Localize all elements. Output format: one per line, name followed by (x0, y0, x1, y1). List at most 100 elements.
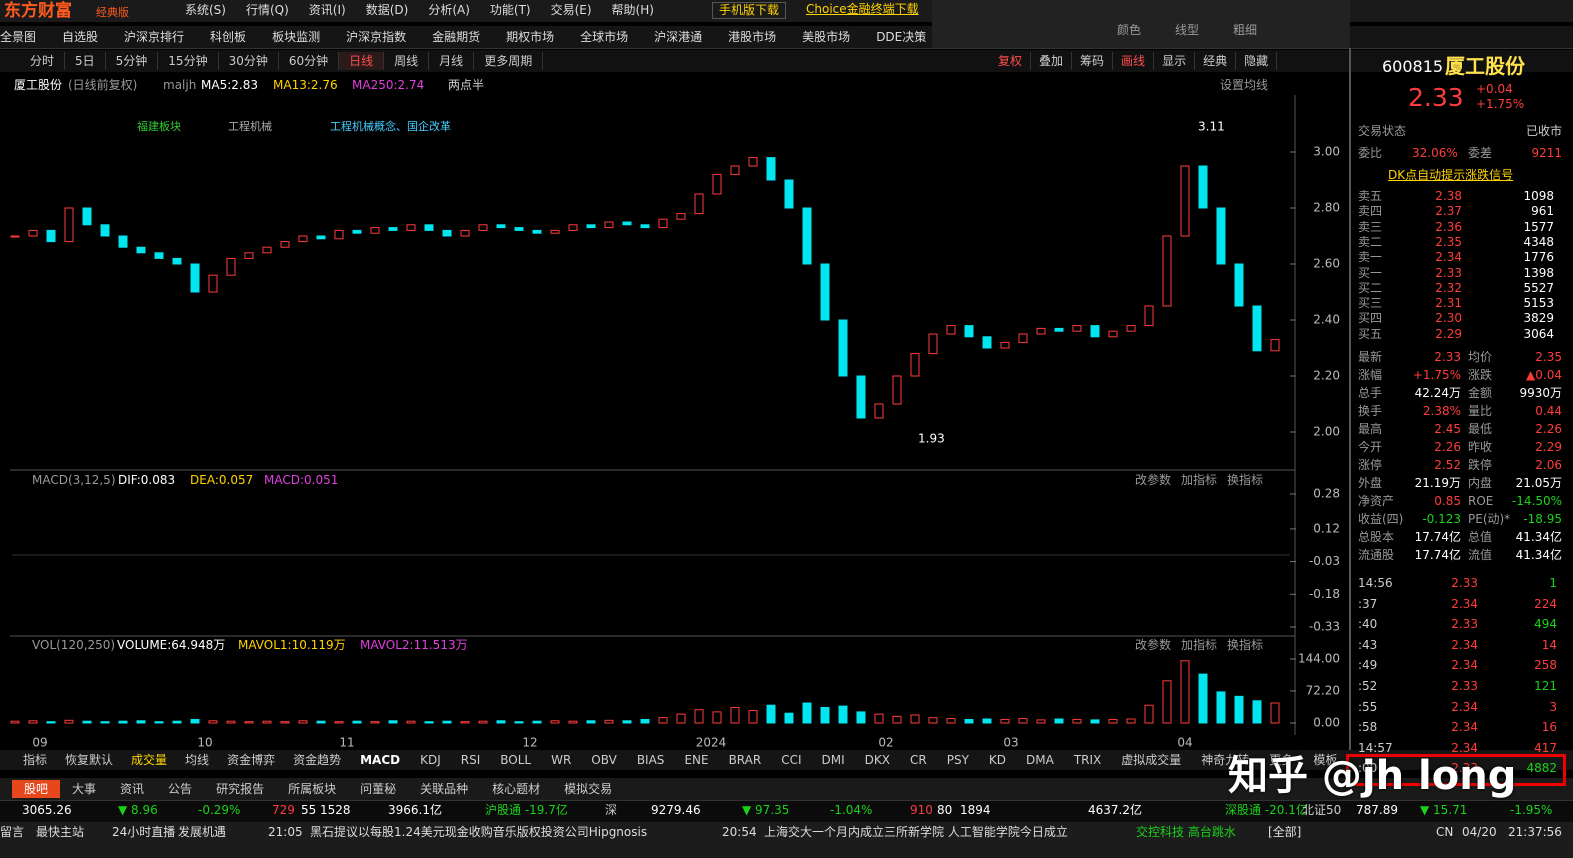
indicator-tab[interactable]: DMI (821, 753, 845, 767)
nav-item[interactable]: 期权市场 (506, 30, 555, 44)
bottom-tab[interactable]: 公告 (168, 782, 193, 796)
bottom-tab[interactable]: 模拟交易 (564, 782, 613, 796)
indicator-tab[interactable]: 更多 (1269, 753, 1294, 767)
indicator-tab[interactable]: CR (910, 753, 927, 767)
menu[interactable]: 交易(E) (550, 3, 592, 17)
bottom-tab[interactable]: 问董秘 (360, 782, 397, 796)
indicator-tab[interactable]: 资金趋势 (293, 753, 342, 767)
panel-button[interactable]: 改参数 (1135, 473, 1172, 487)
indicator-tab[interactable]: RSI (460, 753, 481, 767)
stat-label: PE(动)* (1468, 512, 1511, 526)
panel-button[interactable]: 加指标 (1181, 638, 1218, 652)
nav-item[interactable]: 沪深京指数 (346, 30, 407, 44)
indicator-tab[interactable]: PSY (946, 753, 969, 767)
nav-item[interactable]: 科创板 (210, 30, 247, 44)
nav-item[interactable]: 美股市场 (802, 30, 851, 44)
nav-item[interactable]: DDE决策 (876, 30, 927, 44)
period-tab[interactable]: 60分钟 (279, 52, 340, 70)
volume-bar (712, 711, 722, 724)
nav-item[interactable]: 金融期货 (432, 30, 481, 44)
period-tab[interactable]: 分时 (20, 52, 66, 70)
menu[interactable]: 分析(A) (428, 3, 470, 17)
bottom-tab[interactable]: 关联品种 (420, 782, 469, 796)
period-tab[interactable]: 更多周期 (474, 52, 544, 70)
candle (172, 257, 182, 265)
nav-item[interactable]: 沪深港通 (654, 30, 703, 44)
menu[interactable]: 行情(Q) (245, 3, 289, 17)
indicator-tab[interactable]: WR (551, 753, 572, 767)
nav-item[interactable]: 自选股 (62, 30, 99, 44)
nav-item[interactable]: 板块监测 (272, 30, 321, 44)
nav-item[interactable]: 沪深京排行 (124, 30, 185, 44)
period-tab[interactable]: 月线 (429, 52, 475, 70)
bottom-tab[interactable]: 核心题材 (492, 782, 541, 796)
stat-value: 9930万 (1519, 386, 1562, 400)
menu[interactable]: 资讯(I) (308, 3, 346, 17)
tool-label[interactable]: 线型 (1175, 23, 1200, 37)
panel-button[interactable]: 改参数 (1135, 638, 1172, 652)
indicator-tab[interactable]: DMA (1026, 753, 1054, 767)
volume-bar (820, 706, 830, 724)
indicator-tab[interactable]: OBV (591, 753, 617, 767)
indicator-tab[interactable]: TRIX (1073, 753, 1102, 767)
bottom-tab[interactable]: 股吧 (12, 780, 61, 798)
choice-button[interactable]: Choice金融终端下载 (806, 2, 919, 16)
trade-time: 14:56 (1358, 576, 1393, 590)
trade-time: :43 (1358, 637, 1378, 652)
menu[interactable]: 系统(S) (185, 3, 226, 17)
bottom-tab[interactable]: 资讯 (120, 782, 145, 796)
menu[interactable]: 数据(D) (365, 3, 409, 17)
volume-bar (10, 720, 20, 724)
chart-tool[interactable]: 筹码 (1072, 52, 1114, 70)
stat-value: -0.123 (1422, 512, 1461, 526)
period-tab[interactable]: 5日 (65, 52, 106, 70)
chart-tool[interactable]: 叠加 (1031, 52, 1073, 70)
indicator-tab[interactable]: 神奇九转 (1201, 753, 1250, 767)
tool-label[interactable]: 颜色 (1117, 23, 1142, 37)
tool-label[interactable]: 粗细 (1233, 23, 1258, 37)
bottom-tab[interactable]: 研究报告 (216, 782, 265, 796)
mobile-button[interactable]: 手机版下载 (712, 2, 787, 19)
ma-settings[interactable]: 设置均线 (1220, 78, 1269, 92)
indicator-tab[interactable]: DKX (864, 753, 890, 767)
nav-item[interactable]: 港股市场 (728, 30, 777, 44)
bottom-tab[interactable]: 所属板块 (288, 782, 337, 796)
indicator-tab[interactable]: 模板 (1313, 753, 1338, 767)
indicator-tab[interactable]: KD (988, 753, 1007, 767)
indicator-tab[interactable]: 恢复默认 (65, 753, 114, 767)
period-tab[interactable]: 5分钟 (106, 52, 159, 70)
indicator-tab[interactable]: BIAS (636, 753, 665, 767)
candle (442, 229, 452, 237)
chart-tool[interactable]: 画线 (1113, 52, 1155, 70)
chart-tool[interactable]: 隐藏 (1236, 52, 1278, 70)
menu[interactable]: 功能(T) (489, 3, 531, 17)
indicator-tab[interactable]: KDJ (420, 753, 441, 767)
panel-button[interactable]: 加指标 (1181, 473, 1218, 487)
period-tab[interactable]: 30分钟 (219, 52, 279, 70)
book-price: 2.38 (1435, 189, 1462, 203)
period-tab[interactable]: 周线 (384, 52, 430, 70)
chart-tool[interactable]: 复权 (990, 52, 1032, 70)
indicator-tab[interactable]: 成交量 (131, 753, 168, 767)
indicator-tab[interactable]: ENE (684, 753, 709, 767)
panel-button[interactable]: 换指标 (1227, 638, 1264, 652)
indicator-tab[interactable]: 资金博弈 (227, 753, 276, 767)
nav-item[interactable]: 全景图 (0, 30, 37, 44)
nav-item[interactable]: 全球市场 (580, 30, 629, 44)
indicator-tab[interactable]: BOLL (500, 753, 532, 767)
indicator-tab[interactable]: 均线 (185, 753, 210, 767)
trade-price: 2.34 (1451, 699, 1478, 714)
period-tab[interactable]: 15分钟 (158, 52, 219, 70)
indicator-tab[interactable]: 虚拟成交量 (1121, 753, 1182, 767)
chart-tool[interactable]: 经典 (1195, 52, 1237, 70)
indicator-tab[interactable]: 指标 (23, 753, 48, 767)
panel-button[interactable]: 换指标 (1227, 473, 1264, 487)
indicator-tab[interactable]: MACD (360, 753, 401, 767)
period-tab[interactable]: 日线 (339, 52, 385, 70)
signal-link[interactable]: DK点自动提示涨跌信号 (1388, 168, 1514, 182)
indicator-tab[interactable]: BRAR (728, 753, 762, 767)
bottom-tab[interactable]: 大事 (72, 782, 97, 796)
chart-tool[interactable]: 显示 (1154, 52, 1196, 70)
indicator-tab[interactable]: CCI (781, 753, 802, 767)
menu[interactable]: 帮助(H) (611, 3, 654, 17)
